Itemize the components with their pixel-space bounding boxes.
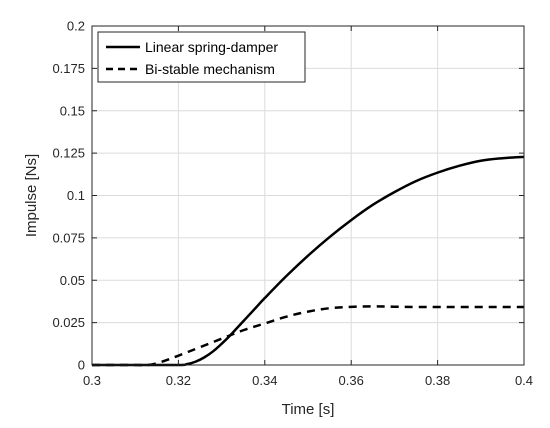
legend-label-linear-spring-damper: Linear spring-damper: [145, 39, 278, 55]
x-tick-label: 0.32: [166, 373, 191, 388]
tick-layer: 0.3 0.32 0.34 0.36 0.38 0.4 0 0.025 0.05 0.075 0.1…: [52, 19, 533, 389]
x-tick-label: 0.3: [83, 373, 101, 388]
x-tick-label: 0.4: [515, 373, 533, 388]
y-tick-label: 0.15: [60, 103, 85, 118]
y-tick-label: 0.2: [67, 19, 85, 34]
x-axis-label: Time [s]: [282, 401, 335, 418]
y-tick-label: 0.075: [52, 230, 85, 245]
y-axis-label: Impulse [Ns]: [23, 154, 40, 237]
y-tick-label: 0.05: [60, 273, 85, 288]
y-tick-label: 0.025: [52, 315, 85, 330]
y-tick-label: 0: [78, 358, 85, 373]
legend-box: [97, 31, 306, 83]
x-tick-label: 0.38: [425, 373, 450, 388]
legend: Linear spring-damper Bi-stable mechanism: [97, 31, 306, 83]
x-tick-label: 0.34: [252, 373, 277, 388]
legend-label-bi-stable-mechanism: Bi-stable mechanism: [145, 61, 275, 77]
series-line-linear-spring-damper: [92, 155, 525, 367]
series-line-bi-stable-mechanism: [92, 305, 524, 367]
y-tick-label: 0.125: [52, 146, 85, 161]
y-tick-label: 0.175: [52, 61, 85, 76]
series-layer: [92, 155, 525, 367]
x-tick-label: 0.36: [339, 373, 364, 388]
y-tick-label: 0.1: [67, 188, 85, 203]
